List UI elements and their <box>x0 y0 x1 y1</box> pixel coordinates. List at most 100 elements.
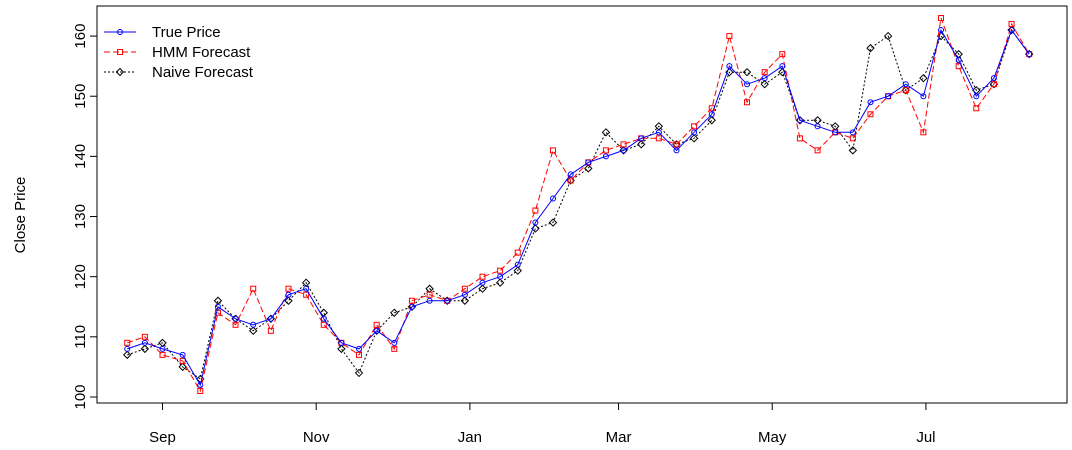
data-point <box>197 387 204 394</box>
data-point <box>761 75 768 82</box>
data-point <box>303 291 310 298</box>
data-point <box>159 351 166 358</box>
x-tick-label: Nov <box>303 429 330 446</box>
data-point <box>637 140 646 149</box>
data-point <box>479 273 486 280</box>
data-point <box>232 321 239 328</box>
data-point <box>620 147 627 154</box>
data-point <box>532 207 539 214</box>
series-true-price <box>124 27 1033 388</box>
data-point <box>232 315 239 322</box>
data-point <box>285 285 292 292</box>
data-point <box>141 333 148 340</box>
y-tick-label: 100 <box>72 384 89 409</box>
data-point <box>320 315 327 322</box>
data-point <box>426 291 433 298</box>
data-point <box>356 345 363 352</box>
data-point <box>124 345 131 352</box>
data-point <box>726 63 733 70</box>
data-point <box>885 93 892 100</box>
data-point <box>990 81 997 88</box>
data-point <box>567 171 574 178</box>
series-line <box>127 29 1030 380</box>
series-naive-forecast <box>123 25 1034 384</box>
data-point <box>796 135 803 142</box>
data-point <box>883 31 893 41</box>
data-point <box>391 339 398 346</box>
data-point <box>867 111 874 118</box>
data-point <box>140 344 150 354</box>
data-point <box>691 123 698 130</box>
data-point <box>638 135 645 142</box>
data-point <box>973 93 980 100</box>
y-tick-label: 140 <box>72 144 89 169</box>
data-point <box>214 303 221 310</box>
x-tick-label: Jul <box>916 429 935 446</box>
data-point <box>373 321 380 328</box>
data-point <box>1008 21 1015 28</box>
data-point <box>814 147 821 154</box>
data-point <box>478 284 487 293</box>
legend-label: True Price <box>152 24 221 41</box>
legend: True Price HMM Forecast Naive Forecast <box>104 24 254 81</box>
data-point <box>284 296 293 305</box>
x-tick-label: Sep <box>149 429 176 446</box>
data-point <box>497 267 504 274</box>
data-point <box>1008 27 1015 34</box>
data-point <box>708 111 715 118</box>
data-point <box>320 321 327 328</box>
data-point <box>461 291 468 298</box>
data-point <box>460 296 470 305</box>
y-axis-title: Close Price <box>12 177 29 254</box>
data-point <box>141 339 148 346</box>
data-point <box>744 99 751 106</box>
data-point <box>849 135 856 142</box>
x-axis: Sep Nov Jan Mar May Jul <box>149 402 936 446</box>
series-layer <box>123 15 1034 394</box>
x-tick-label: Mar <box>606 429 632 446</box>
data-point <box>955 57 962 64</box>
legend-marker <box>117 49 123 55</box>
data-point <box>250 321 257 328</box>
data-point <box>849 129 856 136</box>
data-point <box>390 308 399 317</box>
data-point <box>514 261 521 268</box>
legend-item: Naive Forecast <box>104 64 254 81</box>
legend-label: HMM Forecast <box>152 44 251 61</box>
data-point <box>179 351 186 358</box>
data-point <box>707 116 716 125</box>
data-point <box>602 153 609 160</box>
data-point <box>938 27 945 34</box>
data-point <box>123 350 132 360</box>
data-point <box>338 339 345 346</box>
data-point <box>990 75 997 82</box>
legend-marker <box>115 67 125 77</box>
data-point <box>919 73 928 83</box>
data-point <box>267 327 274 334</box>
data-point <box>444 297 451 304</box>
data-point <box>532 219 539 226</box>
data-point <box>760 79 769 89</box>
data-point <box>495 278 505 287</box>
data-point <box>391 345 398 352</box>
series-hmm-forecast <box>124 15 1033 394</box>
x-tick-label: Jan <box>458 429 482 446</box>
data-point <box>779 63 786 70</box>
data-point <box>920 93 927 100</box>
data-point <box>585 159 592 166</box>
legend-item: HMM Forecast <box>104 44 251 61</box>
y-axis: 100 110 120 130 140 150 160 <box>72 24 98 410</box>
x-tick-label: May <box>758 429 787 446</box>
data-point <box>691 129 698 136</box>
data-point <box>725 67 734 77</box>
data-point <box>267 315 274 322</box>
data-point <box>655 129 662 136</box>
data-point <box>214 309 221 316</box>
data-point <box>689 134 699 143</box>
data-point <box>902 87 909 94</box>
data-point <box>178 362 187 372</box>
legend-marker <box>117 29 123 35</box>
data-point <box>408 297 415 304</box>
data-point <box>497 273 504 280</box>
data-point <box>197 381 204 388</box>
